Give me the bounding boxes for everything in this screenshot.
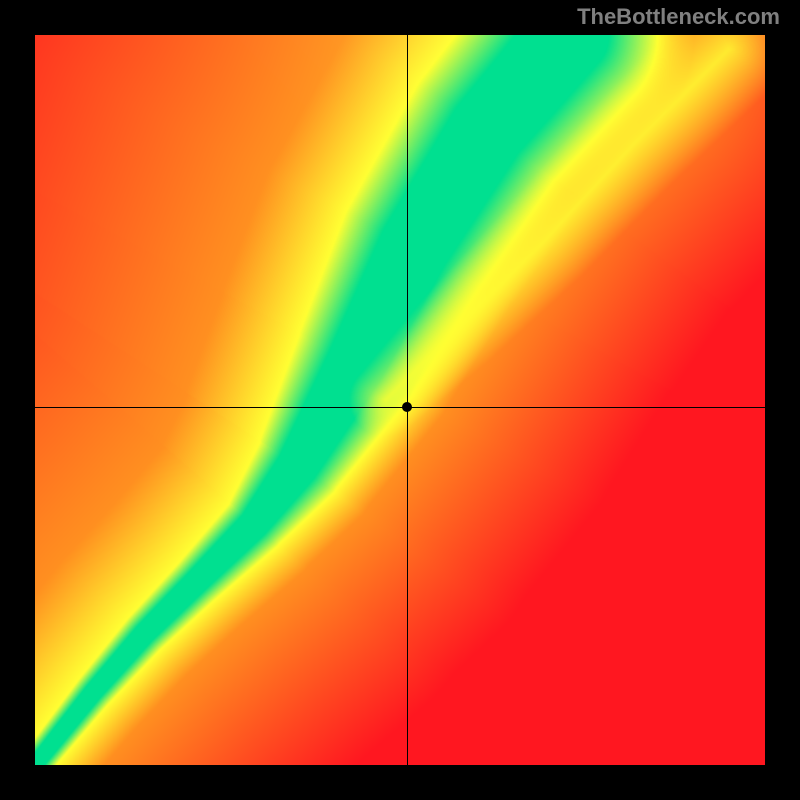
crosshair-marker (402, 402, 412, 412)
heatmap-plot (35, 35, 765, 765)
crosshair-vertical (407, 35, 408, 765)
watermark: TheBottleneck.com (577, 4, 780, 30)
crosshair-horizontal (35, 407, 765, 408)
heatmap-canvas (35, 35, 765, 765)
